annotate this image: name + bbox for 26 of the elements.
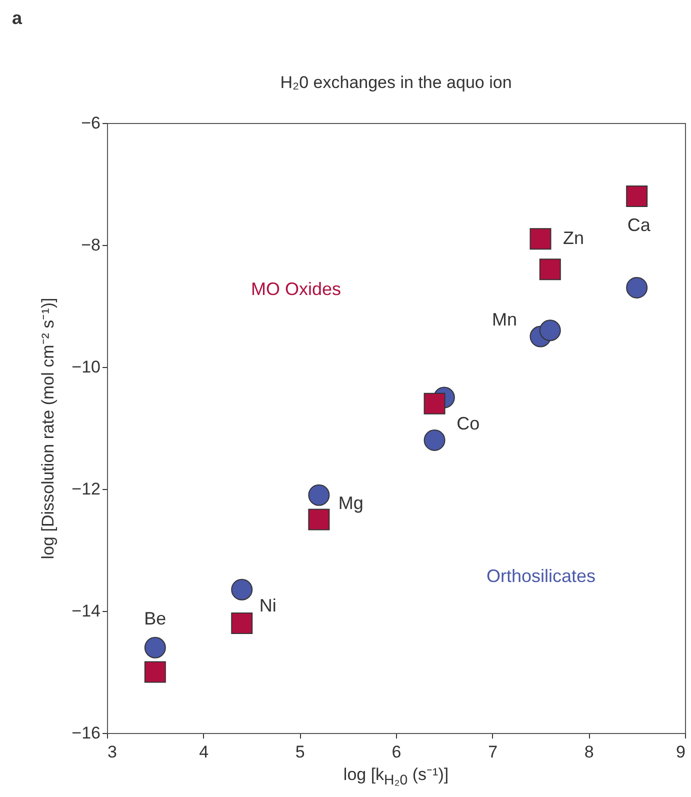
x-tick-label: 6: [392, 742, 402, 762]
annotation: Mn: [492, 310, 518, 330]
x-axis-title: log [k$_{H₂0}$ (s⁻¹)]: [343, 764, 449, 788]
y-tick-label: −14: [72, 602, 100, 620]
y-tick-label: −16: [72, 724, 100, 742]
x-tick-label: 3: [108, 742, 117, 762]
y-tick-label: −12: [72, 480, 100, 498]
annotation: Ni: [259, 596, 276, 616]
x-tick-label: 4: [199, 742, 209, 762]
x-tick-label: 8: [584, 742, 594, 762]
annotation: Ca: [627, 215, 652, 236]
chart-title: H₂0 exchanges in the aquo ion: [280, 73, 512, 92]
text: a: [12, 8, 22, 29]
text: MO Oxides: [250, 279, 342, 299]
y-tick-label: −10: [72, 358, 100, 376]
y-axis-title: log [Dissolution rate (mol cm⁻² s⁻¹)]: [38, 298, 58, 560]
text: Orthosilicates: [486, 566, 596, 586]
y-tick-label: −6: [81, 114, 100, 132]
annotation: Mg: [338, 493, 364, 514]
y-tick-label: −8: [81, 236, 100, 254]
annotation: Co: [456, 414, 480, 434]
x-tick-label: 7: [488, 742, 498, 762]
annotation: Zn: [562, 228, 584, 248]
annotation: Be: [144, 608, 166, 629]
x-tick-label: 5: [295, 742, 305, 762]
x-tick-label: 9: [676, 742, 686, 762]
